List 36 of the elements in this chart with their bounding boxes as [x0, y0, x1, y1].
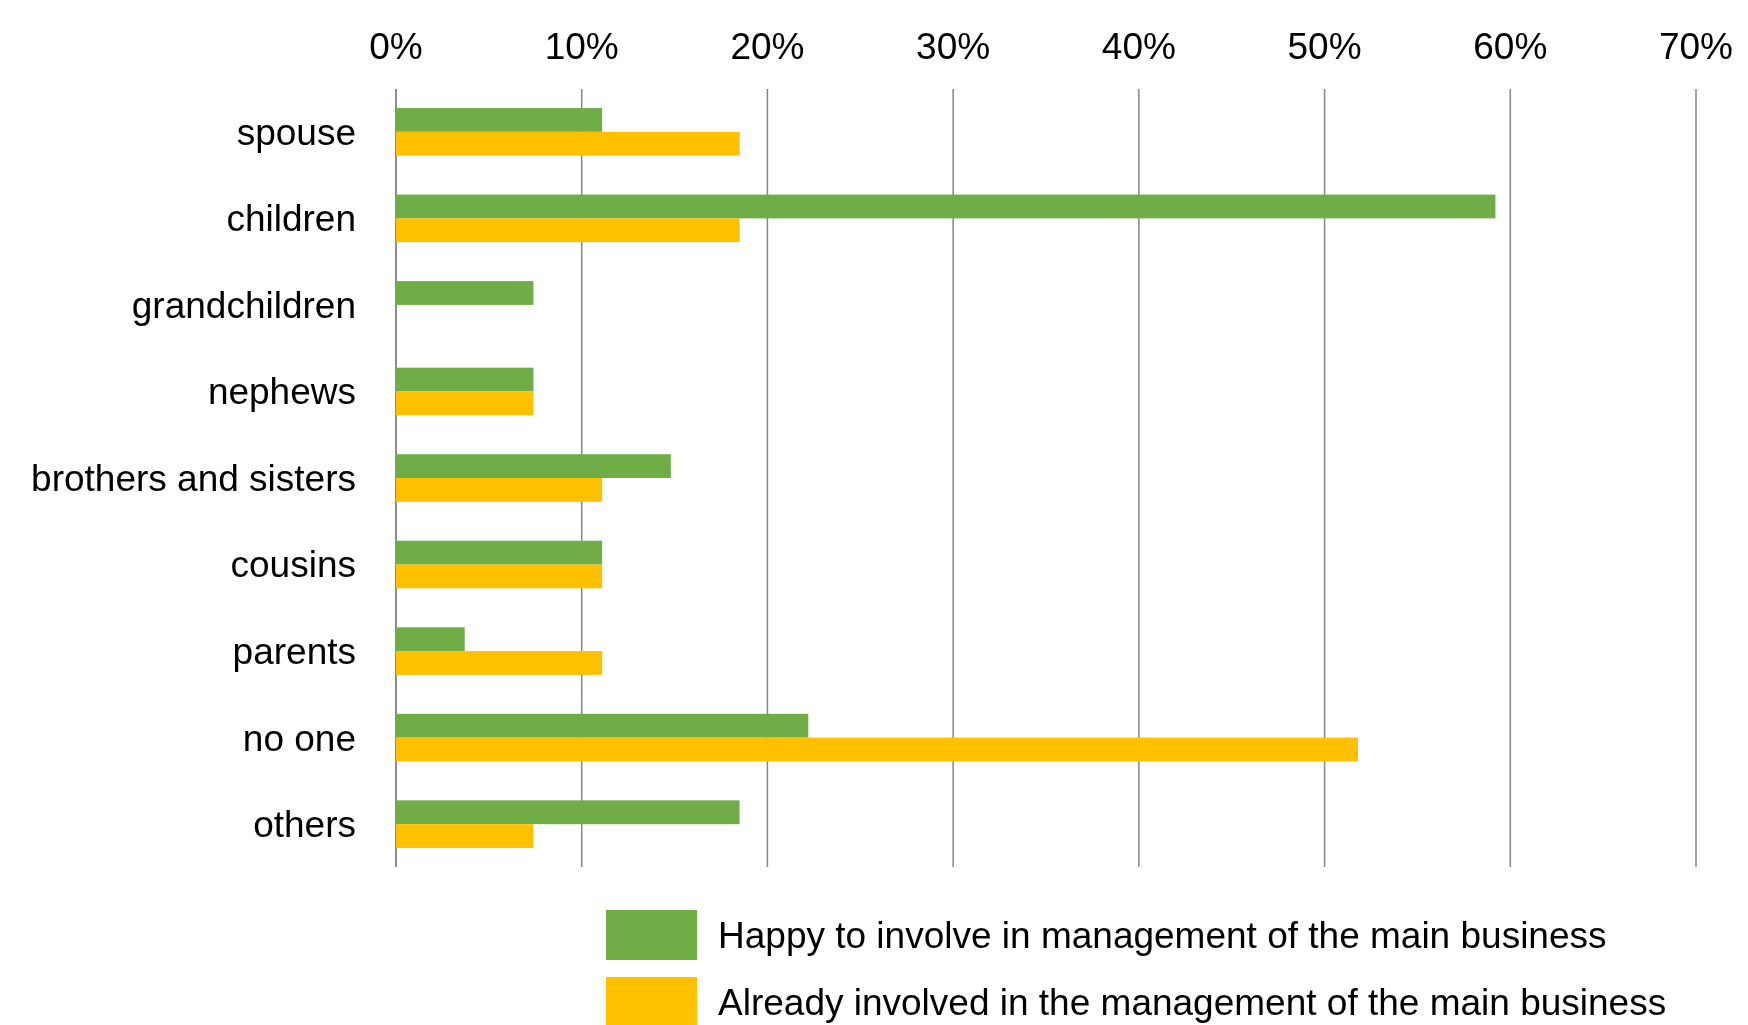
bar [396, 540, 603, 565]
bar [396, 131, 740, 156]
bar [396, 478, 603, 502]
x-tick-label: 30% [916, 26, 991, 67]
y-tick-label: no one [242, 717, 356, 759]
legend-label: Already involved in the management of the main business [718, 981, 1667, 1023]
bar [396, 391, 534, 416]
bar [396, 713, 809, 738]
y-tick-label: cousins [230, 544, 356, 586]
x-tick-label: 50% [1287, 26, 1362, 67]
bar [396, 737, 1358, 762]
x-tick-label: 60% [1473, 26, 1548, 67]
x-tick-label: 10% [544, 26, 619, 67]
bar [396, 218, 740, 243]
y-tick-label: others [253, 804, 356, 846]
y-tick-label: parents [232, 631, 356, 673]
bar [396, 824, 534, 848]
x-tick-label: 0% [369, 26, 423, 67]
bar [396, 800, 740, 825]
bar [396, 367, 534, 392]
x-tick-label: 40% [1101, 26, 1176, 67]
bar [396, 454, 671, 478]
bar [396, 194, 1496, 219]
y-tick-label: brothers and sisters [31, 457, 356, 499]
bar [396, 108, 603, 132]
x-tick-label: 70% [1658, 26, 1734, 67]
bar [396, 651, 603, 675]
bar [396, 564, 603, 589]
legend-label: Happy to involve in management of the main business [718, 914, 1607, 956]
x-tick-label: 20% [730, 26, 805, 67]
bar [396, 627, 465, 652]
y-tick-label: grandchildren [131, 284, 356, 326]
y-tick-label: nephews [207, 371, 356, 413]
y-tick-label: spouse [236, 111, 356, 153]
y-tick-label: children [226, 198, 356, 240]
bar [396, 281, 534, 305]
